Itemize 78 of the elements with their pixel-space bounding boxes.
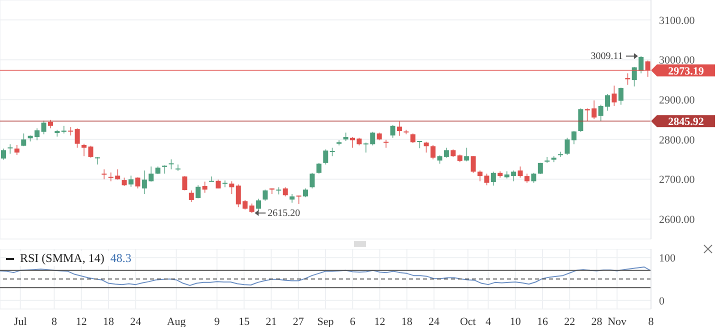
candlestick — [1, 148, 6, 160]
candlestick — [168, 158, 174, 170]
ref-line-label: 2845.92 — [668, 116, 704, 128]
x-tick-label: 9 — [214, 316, 220, 327]
line-series — [0, 266, 652, 286]
x-tick-label: Jul — [14, 316, 27, 327]
annotation: 2615.20 — [268, 208, 300, 220]
candlestick — [249, 203, 254, 214]
candlestick — [490, 171, 496, 186]
x-tick-label: 18 — [401, 316, 413, 327]
annotation: 3009.11 — [590, 51, 623, 62]
candlestick — [396, 120, 402, 136]
candlestick — [182, 176, 188, 191]
candlestick — [424, 141, 429, 154]
candlestick — [470, 156, 476, 174]
x-tick-label: 6 — [350, 316, 356, 327]
candlestick — [464, 147, 470, 162]
x-tick-label: Oct — [460, 316, 476, 327]
x-tick-label: 28 — [591, 316, 603, 327]
candlestick — [296, 195, 302, 204]
ref-line-label: 2973.19 — [668, 65, 704, 78]
y-tick-label: 2800.00 — [659, 134, 696, 146]
candlestick — [229, 180, 234, 194]
candlestick — [625, 72, 630, 86]
y-tick-label: 2700.00 — [659, 174, 696, 186]
candlestick — [518, 166, 523, 178]
candlestick — [128, 175, 134, 188]
candlestick — [188, 190, 194, 202]
x-tick-label: 15 — [238, 316, 250, 327]
candlestick — [21, 132, 26, 147]
y-tick-label: 2900.00 — [659, 94, 696, 106]
candlestick — [256, 198, 262, 212]
x-tick-label: 22 — [564, 316, 576, 327]
x-tick-label: Sep — [317, 316, 334, 327]
x-tick-label: 18 — [103, 316, 114, 327]
candlestick — [618, 87, 624, 106]
x-tick-label: 8 — [648, 316, 654, 327]
x-tick-label: 12 — [76, 316, 87, 327]
candlestick — [316, 162, 322, 174]
candlestick — [68, 126, 74, 136]
chart-title: RSI (SMMA, 14) — [20, 251, 104, 266]
x-tick-label: 27 — [292, 316, 304, 327]
candlestick — [310, 172, 315, 189]
candlestick — [102, 168, 107, 180]
candlestick — [282, 186, 288, 197]
y-tick-label: 2600.00 — [659, 214, 696, 226]
candlestick — [276, 186, 282, 195]
candlestick — [410, 132, 416, 144]
candlestick — [612, 85, 617, 106]
candlestick — [14, 144, 20, 156]
x-tick-label: 24 — [130, 316, 142, 327]
candlestick — [390, 124, 396, 138]
x-tick-label: 4 — [486, 316, 492, 327]
x-tick-label: 10 — [510, 316, 522, 327]
candlestick — [430, 144, 436, 160]
candlestick — [262, 189, 268, 202]
y-tick-label: 0 — [659, 295, 665, 308]
x-tick-label: 24 — [428, 316, 440, 327]
chart-subtitle: 48.3 — [110, 251, 132, 266]
x-tick-label: 16 — [537, 316, 548, 327]
y-tick-label: 100 — [659, 252, 676, 264]
candlestick — [41, 120, 46, 135]
candlestick — [444, 147, 449, 158]
candlestick — [323, 148, 328, 166]
x-tick-label: 21 — [266, 316, 277, 327]
x-tick-label: Nov — [608, 316, 628, 327]
y-tick-label: 3100.00 — [659, 14, 696, 27]
y-tick-label: 3000.00 — [659, 54, 696, 67]
candlestick — [202, 181, 208, 194]
candlestick — [578, 108, 584, 132]
candlestick — [531, 172, 536, 184]
x-tick-label: 12 — [374, 316, 386, 327]
x-tick-label: Aug — [166, 316, 186, 327]
x-tick-label: 8 — [52, 316, 58, 327]
candlestick — [524, 173, 530, 184]
candlestick — [8, 144, 13, 154]
candlestick — [74, 128, 80, 148]
candlestick — [196, 184, 201, 199]
